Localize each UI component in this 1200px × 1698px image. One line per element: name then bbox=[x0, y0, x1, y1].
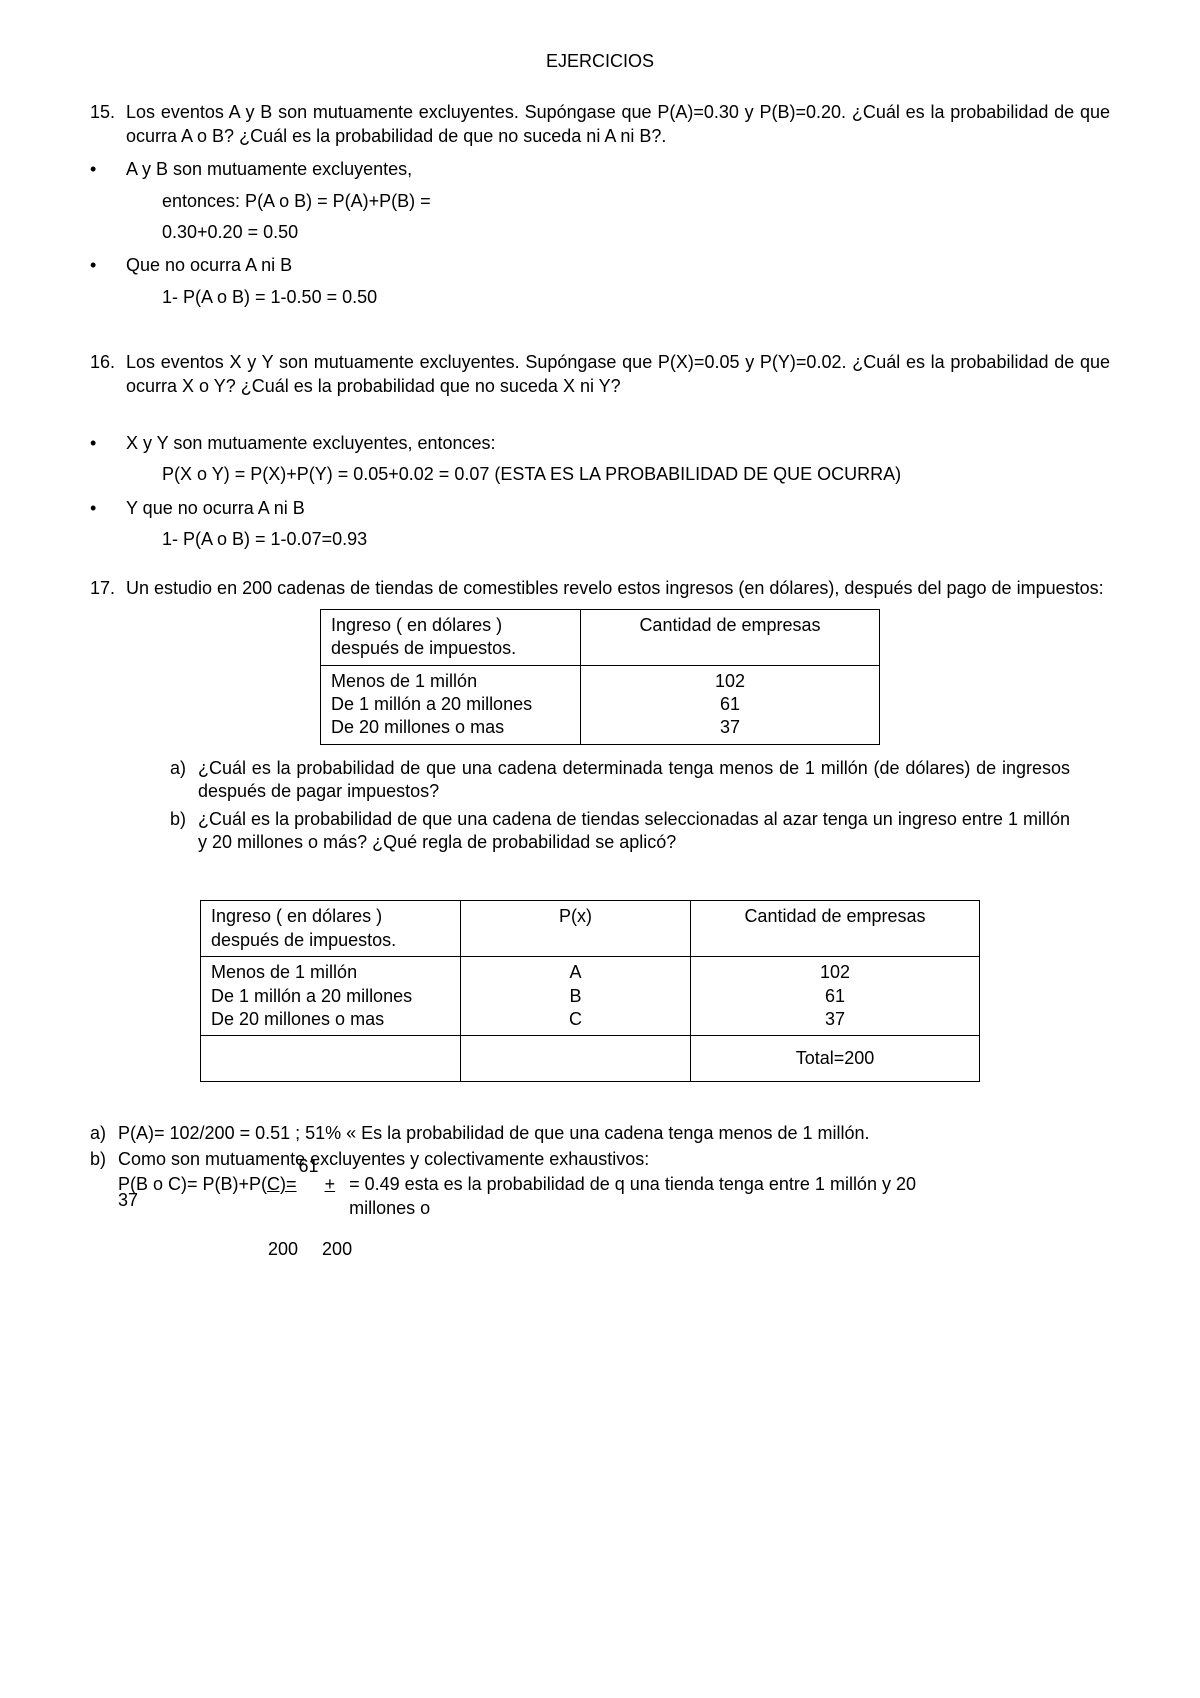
ans-b-label: b) bbox=[90, 1148, 118, 1171]
p16-sub-1: P(X o Y) = P(X)+P(Y) = 0.05+0.02 = 0.07 … bbox=[162, 463, 1110, 486]
frac-c-under: C)= bbox=[267, 1174, 297, 1194]
t2-h1b: después de impuestos. bbox=[211, 930, 396, 950]
p16-bullet-2-text: Y que no ocurra A ni B bbox=[126, 497, 1110, 520]
answer-list: a) P(A)= 102/200 = 0.51 ; 51% « Es la pr… bbox=[90, 1122, 1110, 1171]
ans-a-label: a) bbox=[90, 1122, 118, 1145]
problem-15: 15. Los eventos A y B son mutuamente exc… bbox=[90, 101, 1110, 148]
p15-bullet-2-text: Que no ocurra A ni B bbox=[126, 254, 1110, 277]
p15-bullet-1-text: A y B son mutuamente excluyentes, bbox=[126, 158, 1110, 181]
bullet-icon: • bbox=[90, 432, 126, 455]
problem-17-text: Un estudio en 200 cadenas de tiendas de … bbox=[126, 577, 1110, 600]
problem-16-text: Los eventos X y Y son mutuamente excluye… bbox=[126, 351, 1110, 398]
t2-r2: De 1 millón a 20 millones bbox=[211, 986, 412, 1006]
bullet-icon: • bbox=[90, 158, 126, 181]
p15-sub-3: 1- P(A o B) = 1-0.50 = 0.50 bbox=[162, 286, 1110, 309]
frac-eq: = 0.49 esta es la probabilidad de q una … bbox=[349, 1174, 916, 1194]
p16-bullet-2: • Y que no ocurra A ni B bbox=[90, 497, 1110, 520]
p15-bullet-2: • Que no ocurra A ni B bbox=[90, 254, 1110, 277]
problem-17: 17. Un estudio en 200 cadenas de tiendas… bbox=[90, 577, 1110, 600]
t1-v3: 37 bbox=[720, 717, 740, 737]
frac-num-top: 61 bbox=[299, 1155, 319, 1178]
ans-b-text: Como son mutuamente excluyentes y colect… bbox=[118, 1148, 1110, 1171]
page-title: EJERCICIOS bbox=[90, 50, 1110, 73]
t2-v2: 61 bbox=[825, 986, 845, 1006]
frac-d2: 200 bbox=[322, 1238, 352, 1261]
fraction-expression: P(B o C)= P(B)+P(C)= 61 37 + = 0.49 esta… bbox=[118, 1173, 1110, 1261]
problem-16-number: 16. bbox=[90, 351, 126, 398]
q-b-label: b) bbox=[170, 808, 198, 855]
p16-bullet-1: • X y Y son mutuamente excluyentes, ento… bbox=[90, 432, 1110, 455]
problem-15-number: 15. bbox=[90, 101, 126, 148]
t1-v1: 102 bbox=[715, 671, 745, 691]
frac-37: 37 bbox=[118, 1189, 138, 1212]
bullet-icon: • bbox=[90, 254, 126, 277]
t2-p1: A bbox=[569, 962, 581, 982]
problem-17-number: 17. bbox=[90, 577, 126, 600]
p16-bullet-1-text: X y Y son mutuamente excluyentes, entonc… bbox=[126, 432, 1110, 455]
t2-total: Total=200 bbox=[691, 1036, 980, 1082]
frac-d1: 200 bbox=[268, 1238, 298, 1261]
t2-r1: Menos de 1 millón bbox=[211, 962, 357, 982]
income-table-2: Ingreso ( en dólares ) después de impues… bbox=[200, 900, 980, 1082]
q-a-text: ¿Cuál es la probabilidad de que una cade… bbox=[198, 757, 1070, 804]
income-table-1: Ingreso ( en dólares ) después de impues… bbox=[320, 609, 880, 745]
t2-r3: De 20 millones o mas bbox=[211, 1009, 384, 1029]
frac-lead: P(B o C)= P(B)+P( bbox=[118, 1174, 267, 1194]
t2-p2: B bbox=[569, 986, 581, 1006]
t1-h1a: Ingreso ( en dólares ) bbox=[331, 615, 502, 635]
t1-r2: De 1 millón a 20 millones bbox=[331, 694, 532, 714]
t2-v1: 102 bbox=[820, 962, 850, 982]
ans-a-text: P(A)= 102/200 = 0.51 ; 51% « Es la proba… bbox=[118, 1122, 1110, 1145]
p15-sub-1: entonces: P(A o B) = P(A)+P(B) = bbox=[162, 190, 1110, 213]
t2-h1a: Ingreso ( en dólares ) bbox=[211, 906, 382, 926]
frac-tail: millones o bbox=[349, 1198, 430, 1218]
t1-h1b: después de impuestos. bbox=[331, 638, 516, 658]
t2-h2: P(x) bbox=[461, 901, 691, 957]
t2-p3: C bbox=[569, 1009, 582, 1029]
problem-15-text: Los eventos A y B son mutuamente excluye… bbox=[126, 101, 1110, 148]
question-list: a) ¿Cuál es la probabilidad de que una c… bbox=[170, 757, 1070, 855]
problem-16: 16. Los eventos X y Y son mutuamente exc… bbox=[90, 351, 1110, 398]
t1-r3: De 20 millones o mas bbox=[331, 717, 504, 737]
q-b-text: ¿Cuál es la probabilidad de que una cade… bbox=[198, 808, 1070, 855]
frac-plus: + bbox=[325, 1174, 336, 1194]
p16-sub-2: 1- P(A o B) = 1-0.07=0.93 bbox=[162, 528, 1110, 551]
p15-bullet-1: • A y B son mutuamente excluyentes, bbox=[90, 158, 1110, 181]
t2-h3: Cantidad de empresas bbox=[691, 901, 980, 957]
bullet-icon: • bbox=[90, 497, 126, 520]
t1-h2: Cantidad de empresas bbox=[581, 609, 880, 665]
t1-v2: 61 bbox=[720, 694, 740, 714]
t2-v3: 37 bbox=[825, 1009, 845, 1029]
q-a-label: a) bbox=[170, 757, 198, 804]
p15-sub-2: 0.30+0.20 = 0.50 bbox=[162, 221, 1110, 244]
t1-r1: Menos de 1 millón bbox=[331, 671, 477, 691]
